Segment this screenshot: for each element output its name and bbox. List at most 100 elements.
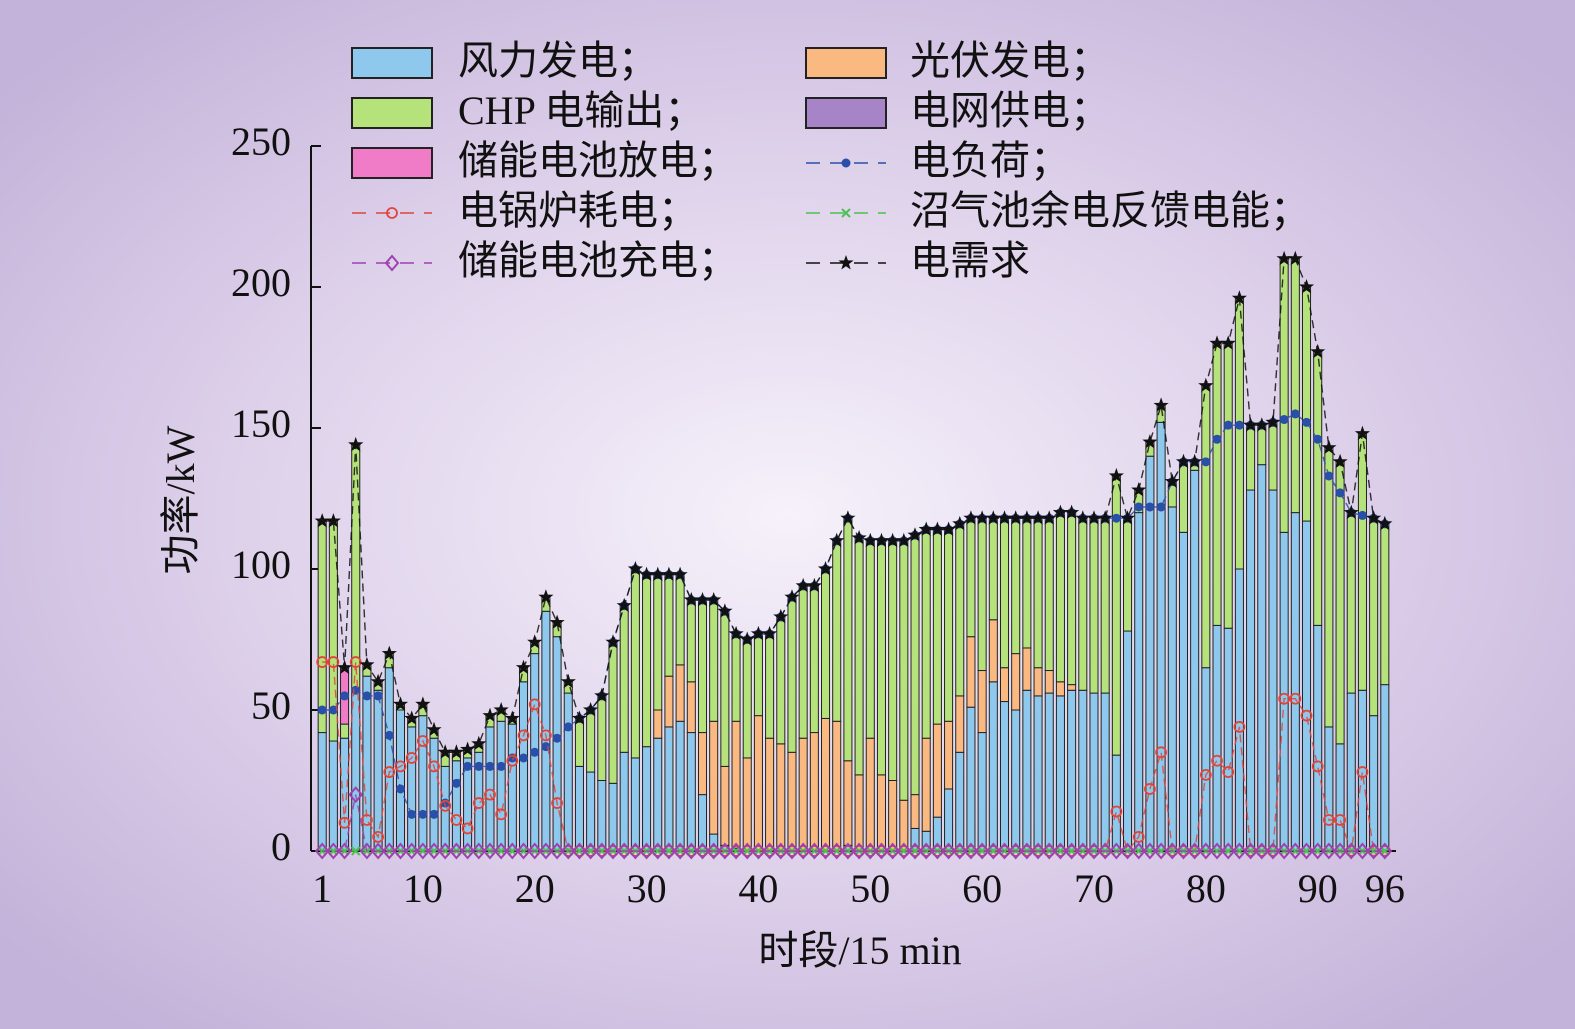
marker (672, 842, 688, 860)
marker (328, 705, 338, 715)
bar-segment (496, 720, 506, 852)
bar-segment (742, 639, 752, 759)
bar-segment (966, 517, 976, 638)
marker (986, 842, 1001, 860)
marker (316, 656, 329, 668)
marker (1052, 504, 1068, 520)
bar-segment (865, 737, 875, 852)
marker (616, 597, 632, 613)
marker (1234, 420, 1244, 430)
marker (351, 685, 361, 695)
x-tick-label: 30 (627, 866, 667, 911)
marker (1030, 510, 1046, 525)
x-tick-label: 80 (1186, 866, 1226, 911)
bar-segment (608, 641, 618, 784)
marker (773, 608, 789, 624)
marker (751, 842, 766, 860)
bar-segment (1055, 695, 1065, 852)
marker (1019, 842, 1035, 860)
marker (336, 659, 353, 675)
marker (326, 842, 341, 860)
marker (361, 814, 373, 826)
marker (560, 673, 576, 689)
marker (1111, 513, 1121, 523)
marker (348, 436, 364, 452)
marker (862, 532, 878, 548)
bar-segment (630, 757, 640, 852)
bar-segment (1011, 517, 1021, 655)
marker (1265, 842, 1281, 860)
marker (1064, 504, 1080, 520)
marker (851, 842, 867, 860)
marker (485, 761, 495, 771)
y-axis-label: 功率/kW (158, 425, 203, 574)
marker (784, 842, 800, 860)
marker (384, 254, 400, 272)
marker (426, 842, 442, 860)
marker (639, 566, 655, 582)
bar-segment (854, 774, 864, 852)
bar-segment (1134, 512, 1144, 852)
bar-segment (1324, 447, 1334, 728)
marker (1075, 842, 1091, 860)
marker (383, 766, 396, 778)
bar-segment (664, 675, 674, 728)
marker (384, 730, 394, 740)
marker (896, 532, 912, 548)
bar-segment (1123, 630, 1133, 852)
marker (395, 784, 405, 794)
bar-segment (1324, 726, 1334, 852)
bar-segment (1234, 297, 1244, 570)
bar-segment (1033, 667, 1043, 697)
bar-segment (1190, 469, 1200, 852)
marker (728, 625, 744, 641)
marker (449, 842, 464, 860)
marker (773, 842, 789, 860)
marker (338, 816, 351, 829)
bar-segment (765, 737, 775, 852)
bar-segment (988, 619, 998, 683)
marker (1265, 414, 1281, 429)
marker (874, 842, 889, 860)
bar-segment (1313, 351, 1323, 626)
bar-segment (653, 709, 663, 739)
bar-segment (1223, 627, 1233, 852)
marker (530, 747, 540, 757)
marker (672, 566, 688, 582)
marker (552, 733, 562, 743)
marker (517, 729, 530, 742)
bar-segment (753, 633, 763, 717)
bar-segment (1246, 424, 1256, 491)
bar-segment (1022, 647, 1032, 691)
bar-segment (597, 695, 607, 782)
marker (386, 207, 398, 219)
marker (404, 710, 420, 725)
bar-segment (1268, 421, 1278, 491)
marker (1132, 831, 1145, 843)
marker (1335, 488, 1345, 498)
bar-segment (1044, 692, 1054, 852)
legend-label: 储能电池放电； (458, 138, 738, 183)
marker (1355, 842, 1370, 860)
marker (1134, 502, 1144, 512)
marker (661, 566, 677, 582)
bar-segment (966, 636, 976, 708)
bar-segment (720, 610, 730, 767)
marker (873, 532, 890, 548)
marker (806, 577, 822, 593)
bar-segment (619, 605, 629, 753)
marker (460, 842, 475, 860)
bar-segment (910, 534, 920, 796)
bar-segment (966, 706, 976, 852)
marker (683, 842, 699, 860)
bar-segment (1212, 342, 1222, 626)
y-tick-label: 150 (231, 401, 291, 446)
marker (327, 656, 340, 668)
bar-segment (552, 636, 562, 852)
marker (1321, 439, 1337, 455)
marker (482, 707, 498, 723)
bar-segment (384, 667, 394, 852)
bar-segment (1201, 385, 1211, 669)
marker (527, 842, 543, 860)
marker (1153, 397, 1169, 412)
